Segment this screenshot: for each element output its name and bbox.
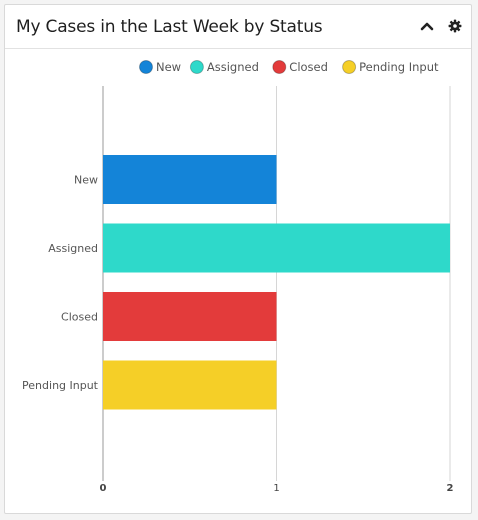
- dashlet-header: My Cases in the Last Week by Status: [5, 5, 471, 49]
- legend-item-closed[interactable]: Closed: [272, 60, 328, 74]
- bar-assigned[interactable]: [103, 223, 450, 273]
- dashlet-title: My Cases in the Last Week by Status: [16, 17, 323, 37]
- settings-button[interactable]: [445, 16, 465, 36]
- bar-closed[interactable]: [103, 292, 277, 341]
- legend-swatch: [342, 60, 357, 74]
- collapse-button[interactable]: [417, 16, 437, 36]
- x-tick-label: 2: [447, 483, 454, 494]
- legend-swatch: [139, 60, 153, 74]
- legend-item-assigned[interactable]: Assigned: [189, 60, 259, 74]
- chart-bars: [103, 155, 450, 410]
- legend-item-new[interactable]: New: [139, 60, 182, 74]
- chevron-up-icon: [420, 22, 434, 31]
- legend-swatch: [189, 60, 204, 74]
- chart-category-labels: New Assigned Closed Pending Input: [22, 174, 99, 393]
- category-label-closed: Closed: [61, 311, 98, 324]
- bar-pending-input[interactable]: [103, 360, 277, 410]
- legend-swatch: [272, 60, 287, 74]
- category-label-new: New: [74, 174, 98, 187]
- x-tick-label: 0: [100, 483, 107, 494]
- bar-chart: New Assigned Closed Pending Input New Assign…: [22, 60, 454, 494]
- legend-item-pending-input[interactable]: Pending Input: [342, 60, 439, 74]
- gear-icon: [448, 19, 462, 33]
- chart-x-ticks: 0 1 2: [100, 483, 454, 494]
- category-label-pending-input: Pending Input: [22, 379, 99, 392]
- legend-label: New: [156, 60, 181, 74]
- x-tick-label: 1: [273, 483, 279, 494]
- legend-label: Closed: [289, 60, 328, 74]
- chart-grid: [102, 86, 451, 481]
- legend-label: Pending Input: [359, 60, 439, 74]
- chart-legend[interactable]: New Assigned Closed Pending Input: [139, 60, 439, 74]
- bar-new[interactable]: [103, 155, 277, 204]
- category-label-assigned: Assigned: [48, 242, 98, 255]
- dashlet-panel: My Cases in the Last Week by Status: [4, 4, 472, 514]
- legend-label: Assigned: [207, 60, 259, 74]
